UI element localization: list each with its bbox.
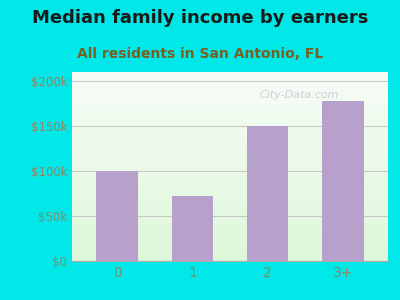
Bar <box>96 171 138 261</box>
Text: City-Data.com: City-Data.com <box>260 90 339 100</box>
Text: All residents in San Antonio, FL: All residents in San Antonio, FL <box>77 46 323 61</box>
Bar <box>322 101 364 261</box>
Bar <box>247 126 288 261</box>
Text: Median family income by earners: Median family income by earners <box>32 9 368 27</box>
Bar <box>172 196 213 261</box>
